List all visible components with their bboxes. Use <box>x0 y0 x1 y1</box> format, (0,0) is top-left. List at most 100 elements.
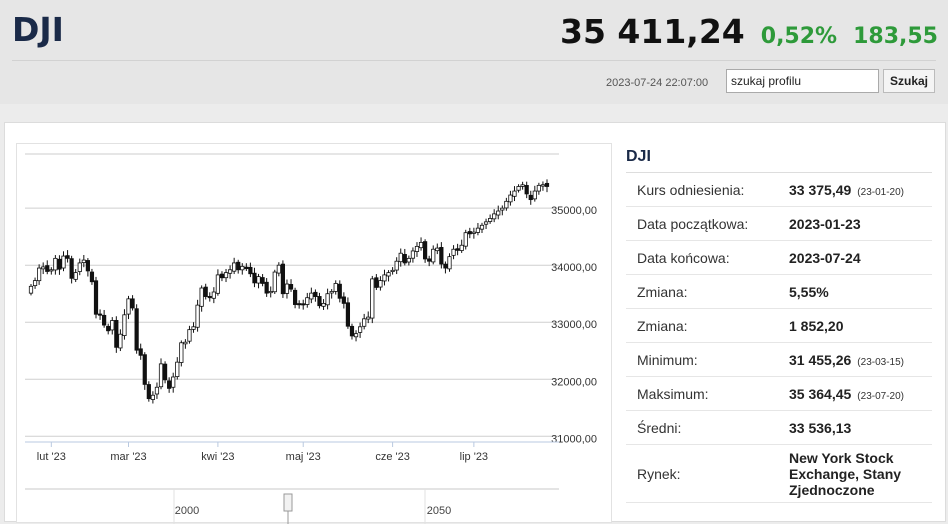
candle-body <box>240 265 245 271</box>
summary-row: Data początkowa: 2023-01-23 <box>626 207 932 241</box>
candle-body <box>370 278 375 319</box>
candle-body <box>97 313 103 316</box>
candle-body <box>358 326 363 333</box>
navigator-label: 2000 <box>175 505 199 517</box>
candle-body <box>77 262 82 272</box>
candle-body <box>211 291 216 299</box>
candle-body <box>37 267 42 282</box>
candle-body <box>138 348 143 356</box>
candle-body <box>203 286 208 297</box>
candle-body <box>488 218 493 222</box>
x-tick-label: lut '23 <box>37 451 66 463</box>
summary-label: Zmiana: <box>637 317 688 334</box>
x-tick-label: maj '23 <box>286 451 321 463</box>
summary-row: Data końcowa: 2023-07-24 <box>626 241 932 275</box>
candle-body <box>207 296 212 299</box>
summary-title: DJI <box>626 143 932 173</box>
navigator-label: 2050 <box>427 505 451 517</box>
candle-body <box>435 247 440 252</box>
candle-body <box>73 272 78 280</box>
candle-body <box>45 265 50 272</box>
candle-body <box>256 276 261 284</box>
candle-body <box>524 185 529 195</box>
candle-body <box>301 303 306 306</box>
candle-body <box>223 272 229 279</box>
candle-body <box>280 263 286 295</box>
navigator-handle[interactable] <box>283 493 293 512</box>
candle-body <box>516 186 521 191</box>
candle-body <box>532 190 537 200</box>
candle-body <box>536 184 541 192</box>
y-tick-label: 33000,00 <box>551 319 597 331</box>
candle-body <box>175 361 180 377</box>
summary-value: 1 852,20 <box>789 317 844 334</box>
summary-label: Maksimum: <box>637 385 709 402</box>
summary-row: Rynek: New York Stock Exchange, Stany Zje… <box>626 445 932 503</box>
candle-body <box>252 272 257 284</box>
candle-body <box>463 232 468 247</box>
candle-body <box>32 280 38 287</box>
header-bar: DJI 35 411,24 0,52% 183,55 2023-07-24 22… <box>0 0 948 104</box>
candle-body <box>248 266 253 275</box>
candle-body <box>81 259 86 263</box>
candle-body <box>451 248 456 256</box>
candlestick-chart[interactable]: 35000,00 34000,00 33000,00 32000,00 31000,00… <box>17 144 613 524</box>
candle-body <box>276 264 281 274</box>
candle-body <box>390 269 395 272</box>
x-tick-label: mar '23 <box>110 451 146 463</box>
candle-body <box>158 363 164 388</box>
candle-body <box>232 262 237 272</box>
summary-date: (23-07-20) <box>857 390 904 402</box>
candle-body <box>427 258 432 262</box>
candle-body <box>337 283 342 299</box>
candle-body <box>126 298 131 315</box>
candle-body <box>53 257 58 271</box>
last-price: 35 411,24 <box>560 12 745 51</box>
candle-body <box>382 274 387 282</box>
summary-label: Rynek: <box>637 465 681 482</box>
candle-body <box>106 325 111 332</box>
candle-body <box>244 266 249 270</box>
candle-body <box>309 292 314 300</box>
summary-value: 2023-01-23 <box>789 215 861 232</box>
candle-body <box>264 281 269 294</box>
summary-row: Maksimum: 35 364,45 (23-07-20) <box>626 377 932 411</box>
candle-body <box>179 342 184 363</box>
summary-label: Minimum: <box>637 351 698 368</box>
summary-date: (23-01-20) <box>857 186 904 198</box>
candle-body <box>528 194 533 201</box>
candle-body <box>85 260 90 272</box>
candle-body <box>199 287 204 307</box>
summary-label: Średni: <box>637 419 682 436</box>
search-input[interactable] <box>726 69 879 93</box>
quote-summary: 35 411,24 0,52% 183,55 <box>560 12 938 51</box>
candle-body <box>349 325 355 337</box>
candle-body <box>69 258 74 279</box>
candle-body <box>459 244 464 251</box>
summary-label: Data początkowa: <box>637 215 749 232</box>
candle-body <box>540 184 546 187</box>
candle-body <box>496 210 501 216</box>
summary-rows: Kurs odniesienia: 33 375,49 (23-01-20) Data… <box>626 173 932 503</box>
candle-body <box>297 303 302 306</box>
candle-body <box>471 231 476 234</box>
candle-body <box>483 221 489 225</box>
search-button[interactable]: Szukaj <box>883 69 935 93</box>
candle-body <box>236 261 241 271</box>
candle-body <box>508 194 513 203</box>
candle-body <box>455 248 460 251</box>
y-tick-label: 35000,00 <box>551 205 597 217</box>
summary-panel: DJI Kurs odniesienia: 33 375,49 (23-01-20)… <box>626 143 932 503</box>
candle-body <box>195 304 200 328</box>
candle-body <box>28 285 34 294</box>
candle-body <box>284 283 290 294</box>
candle-body <box>272 271 277 293</box>
summary-row: Zmiana: 1 852,20 <box>626 309 932 343</box>
summary-row: Zmiana: 5,55% <box>626 275 932 309</box>
summary-date: (23-03-15) <box>857 356 904 368</box>
candle-body <box>260 277 265 284</box>
y-tick-label: 34000,00 <box>551 262 597 274</box>
candle-body <box>520 184 525 187</box>
candle-body <box>398 252 403 263</box>
candle-body <box>341 296 346 304</box>
